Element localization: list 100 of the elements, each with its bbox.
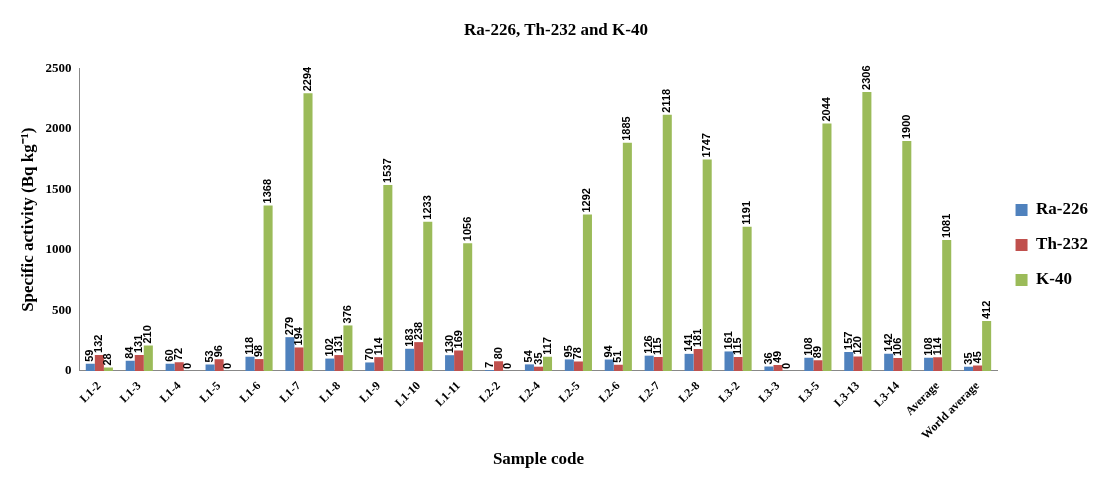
- bar: [693, 349, 703, 371]
- bar: [604, 359, 614, 371]
- bar: [85, 363, 95, 371]
- bar: [564, 359, 574, 371]
- bar: [303, 93, 313, 371]
- data-label: 1081: [939, 213, 952, 239]
- bar: [662, 114, 672, 371]
- bar: [844, 351, 854, 371]
- data-label: 1537: [380, 158, 393, 183]
- bar: [613, 364, 623, 371]
- data-label: 49: [771, 350, 784, 363]
- data-label: 36: [761, 352, 774, 365]
- bar: [773, 365, 783, 371]
- data-label: 2118: [660, 88, 673, 113]
- legend-label: Th-232: [1036, 234, 1089, 254]
- y-tick-label: 1000: [45, 241, 72, 257]
- bar: [463, 243, 473, 371]
- y-tick-label: 2500: [45, 59, 72, 75]
- data-label: 1368: [261, 178, 274, 204]
- y-axis-title: Specific activity (Bq kg⁻¹): [17, 127, 37, 312]
- bar: [343, 325, 353, 371]
- chart-title: Ra-226, Th-232 and K-40: [464, 19, 648, 39]
- bar: [263, 205, 273, 371]
- bar: [582, 214, 592, 371]
- bar: [724, 351, 734, 371]
- bar: [445, 355, 455, 371]
- bar: [423, 221, 433, 371]
- bar: [543, 356, 553, 371]
- data-label: 1885: [620, 116, 633, 141]
- bar: [214, 359, 224, 371]
- data-label: 7: [482, 361, 495, 369]
- bar: [924, 357, 934, 371]
- bar: [822, 123, 832, 371]
- data-label: 70: [362, 348, 375, 361]
- bar: [702, 159, 712, 371]
- bar: [143, 345, 153, 371]
- data-label: 80: [491, 346, 504, 360]
- bar: [742, 226, 752, 371]
- bar: [982, 321, 992, 371]
- bar: [813, 360, 823, 371]
- data-label: 0: [181, 362, 194, 369]
- bar: [524, 364, 534, 371]
- bar: [764, 366, 774, 371]
- data-label: 1056: [460, 216, 473, 242]
- bar: [733, 357, 743, 371]
- bar: [334, 355, 344, 371]
- bar: [165, 363, 175, 371]
- data-label: 0: [780, 362, 793, 369]
- bar: [174, 362, 184, 371]
- bar: [285, 337, 295, 371]
- data-label: 1233: [420, 195, 433, 220]
- bar: [893, 358, 903, 371]
- bar: [365, 362, 375, 371]
- bar: [853, 356, 863, 371]
- data-label: 1900: [899, 114, 912, 140]
- bar: [414, 342, 424, 371]
- bar: [884, 353, 894, 371]
- data-label: 28: [101, 353, 114, 366]
- bar: [964, 366, 974, 371]
- bar: [653, 357, 663, 371]
- data-label: 376: [340, 305, 353, 324]
- y-tick-label: 1500: [45, 180, 72, 196]
- bar: [245, 356, 255, 371]
- bar: [325, 358, 335, 371]
- data-label: 2306: [859, 65, 872, 90]
- bar: [862, 91, 872, 371]
- bar: [942, 240, 952, 371]
- bar: [374, 357, 384, 371]
- bar: [933, 357, 943, 371]
- data-label: 412: [979, 300, 992, 320]
- bar: [973, 365, 983, 371]
- data-label: 1747: [700, 133, 713, 158]
- bar: [125, 360, 135, 371]
- legend-label: K-40: [1036, 269, 1072, 289]
- data-label: 279: [282, 316, 295, 336]
- data-label: 108: [801, 337, 814, 356]
- bar: [134, 355, 144, 371]
- bar: [254, 359, 264, 371]
- bar: [94, 354, 104, 371]
- bar: [454, 350, 464, 371]
- data-label: 2044: [819, 96, 832, 122]
- bar: [622, 142, 632, 371]
- data-label: 1191: [740, 200, 753, 225]
- y-tick-label: 2000: [45, 120, 72, 136]
- bar: [383, 184, 393, 371]
- y-tick-label: 500: [51, 301, 72, 317]
- bar: [644, 355, 654, 371]
- data-label: 142: [881, 333, 894, 352]
- bar: [205, 364, 215, 371]
- data-label: 0: [500, 362, 513, 369]
- bar: [573, 361, 583, 371]
- bar: [902, 141, 912, 371]
- legend-label: Ra-226: [1036, 199, 1088, 219]
- bar: [533, 366, 543, 371]
- bar: [405, 348, 415, 371]
- bar: [684, 353, 694, 371]
- bar: [494, 361, 504, 371]
- data-label: 108: [921, 337, 934, 356]
- data-label: 183: [402, 328, 415, 347]
- x-axis-title: Sample code: [492, 449, 585, 469]
